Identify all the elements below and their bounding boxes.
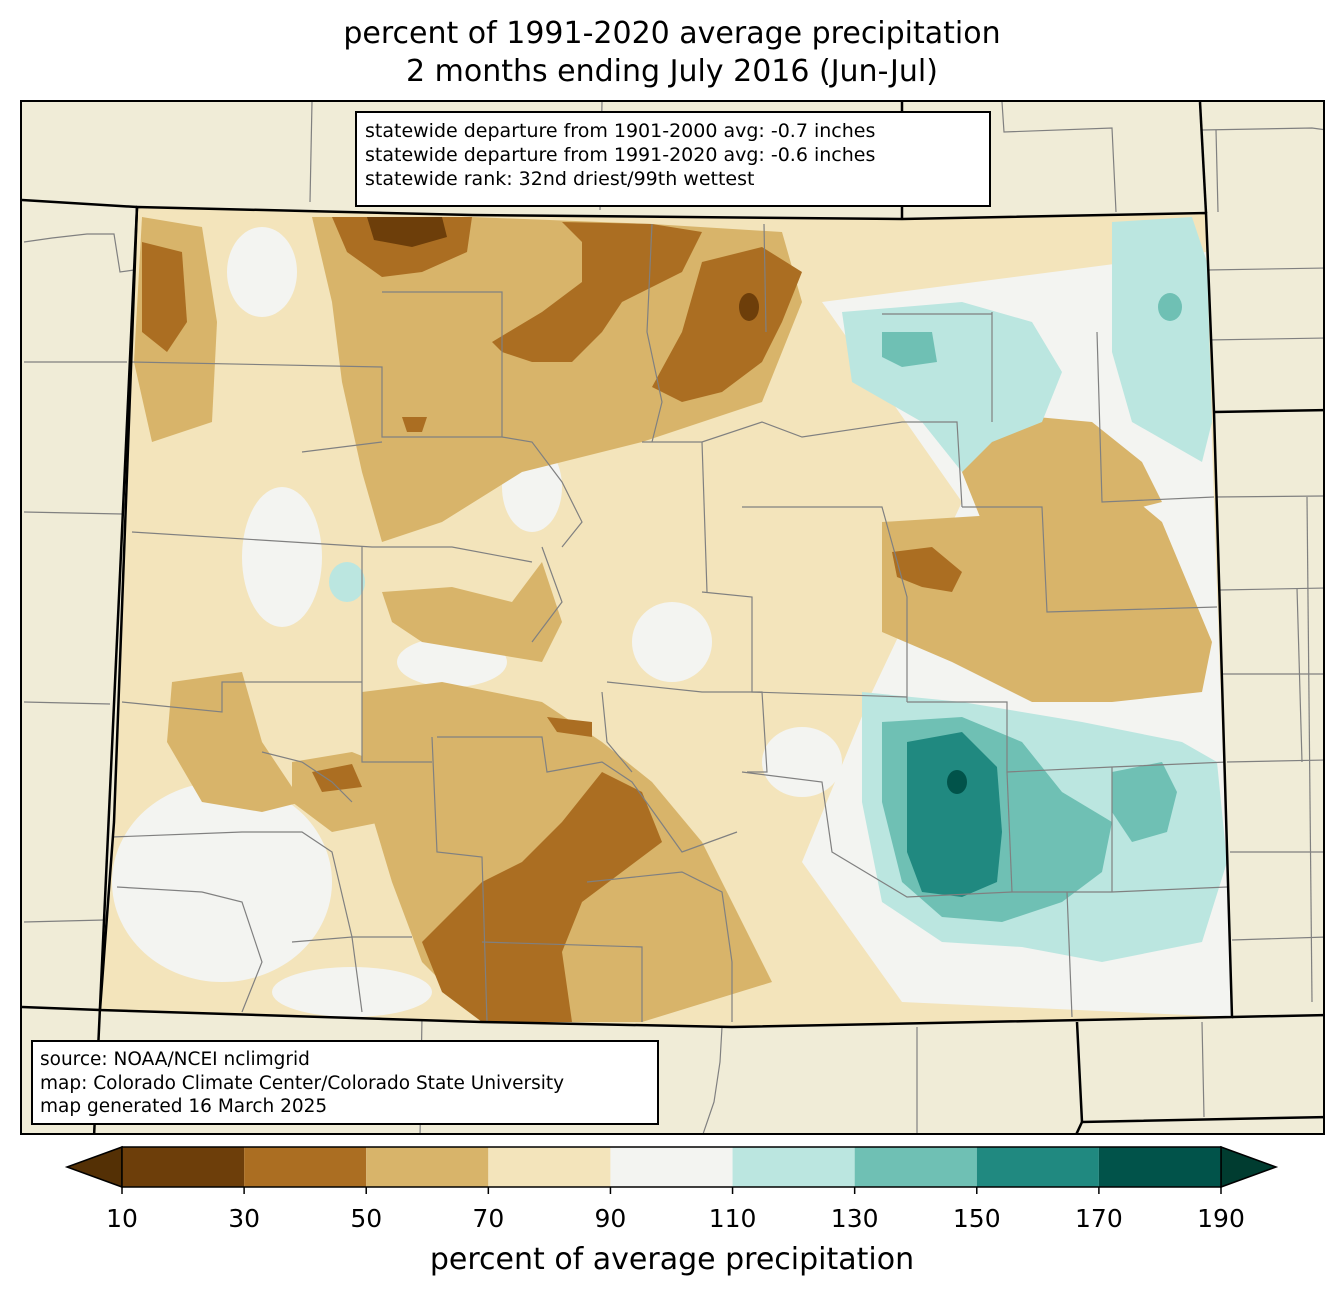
colorbar-tick-label: 150 xyxy=(952,1204,1001,1233)
colorbar-bin-3 xyxy=(488,1147,611,1187)
colorbar-label: percent of average precipitation xyxy=(429,1242,915,1277)
source-line-3: map generated 16 March 2025 xyxy=(40,1096,328,1117)
statewide-stats-box: statewide departure from 1901-2000 avg: … xyxy=(355,111,991,207)
colorbar-bin-2 xyxy=(366,1147,489,1187)
colorbar-bin-1 xyxy=(244,1147,367,1187)
colorbar-bin-8 xyxy=(1098,1147,1221,1187)
colorbar-tick-label: 130 xyxy=(830,1204,879,1233)
stats-line-1: statewide departure from 1901-2000 avg: … xyxy=(365,120,876,142)
source-box: source: NOAA/NCEI nclimgrid map: Colorad… xyxy=(31,1040,659,1125)
source-line-2: map: Colorado Climate Center/Colorado St… xyxy=(40,1072,565,1094)
colorbar-frame xyxy=(121,1146,1222,1188)
colorado-fill xyxy=(100,207,1232,1027)
colorbar-tick-label: 170 xyxy=(1075,1204,1123,1233)
colorbar-bin-0 xyxy=(122,1147,245,1187)
colorbar-over-arrow xyxy=(1220,1145,1279,1189)
colorbar-tick-label: 10 xyxy=(106,1204,138,1233)
colorbar xyxy=(64,1145,1279,1194)
map-frame xyxy=(20,100,1325,1135)
map-title-line1: percent of 1991-2020 average precipitati… xyxy=(343,16,1001,51)
colorbar-tick-label: 90 xyxy=(594,1204,627,1233)
precipitation-map xyxy=(22,102,1323,1133)
neighbor-county-lines xyxy=(23,102,1323,1133)
colorbar-tick-label: 190 xyxy=(1197,1204,1245,1233)
colorbar-bin-7 xyxy=(976,1147,1099,1187)
colorbar-under-arrow xyxy=(64,1145,123,1189)
colorbar-tick-label: 30 xyxy=(228,1204,261,1233)
stats-line-3: statewide rank: 32nd driest/99th wettest xyxy=(365,168,755,190)
map-title-line2: 2 months ending July 2016 (Jun-Jul) xyxy=(406,54,938,89)
colorbar-tick-label: 70 xyxy=(472,1204,505,1233)
colorbar-bin-6 xyxy=(854,1147,977,1187)
colorbar-tick-label: 50 xyxy=(350,1204,383,1233)
state-borders xyxy=(22,102,1323,1133)
colorbar-bin-5 xyxy=(732,1147,855,1187)
stats-line-2: statewide departure from 1991-2020 avg: … xyxy=(365,144,876,166)
colorbar-bin-4 xyxy=(610,1147,733,1187)
county-lines xyxy=(111,223,1228,1023)
source-line-1: source: NOAA/NCEI nclimgrid xyxy=(40,1049,310,1070)
colorbar-tick-label: 110 xyxy=(708,1204,757,1233)
